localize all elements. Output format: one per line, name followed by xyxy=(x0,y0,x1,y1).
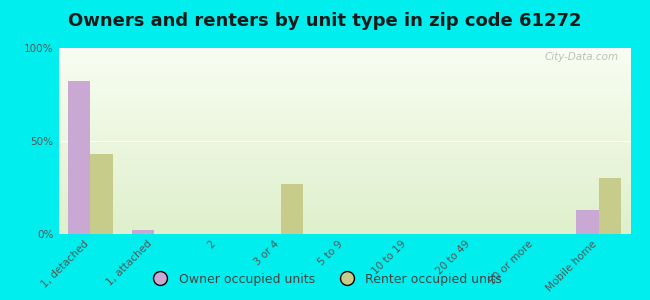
Bar xyxy=(68,82,90,234)
Bar xyxy=(599,178,621,234)
Legend: Owner occupied units, Renter occupied units: Owner occupied units, Renter occupied un… xyxy=(143,268,507,291)
Bar xyxy=(131,230,154,234)
Bar xyxy=(281,184,303,234)
Text: Owners and renters by unit type in zip code 61272: Owners and renters by unit type in zip c… xyxy=(68,12,582,30)
Bar xyxy=(90,154,112,234)
Bar xyxy=(577,210,599,234)
Text: City-Data.com: City-Data.com xyxy=(545,52,619,62)
